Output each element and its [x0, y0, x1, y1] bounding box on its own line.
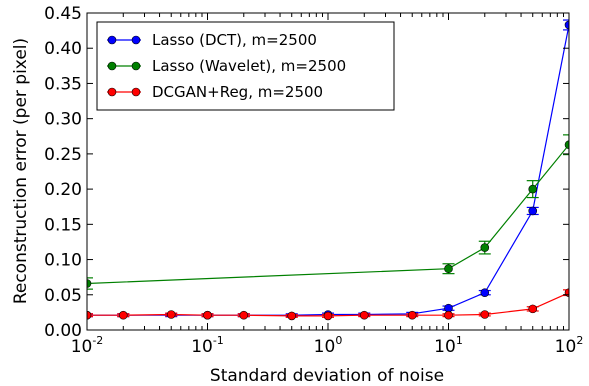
y-tick-label-9: 0.45	[44, 4, 82, 24]
legend-label-1: Lasso (Wavelet), m=2500	[152, 57, 346, 75]
x-tick-label-3: 101	[434, 334, 463, 357]
y-tick-label-7: 0.35	[44, 74, 82, 94]
x-tick-label-0: 10-2	[71, 334, 104, 357]
legend-marker-right-2	[131, 87, 141, 97]
legend-box	[96, 21, 395, 111]
data-point-2-4	[239, 310, 249, 320]
data-point-1-2	[480, 243, 490, 252]
data-point-1-3	[528, 184, 538, 194]
data-point-1-4	[564, 140, 569, 150]
data-point-2-2	[166, 310, 176, 319]
y-axis-label: Reconstruction error (per pixel)	[11, 38, 31, 304]
y-tick-label-1: 0.05	[44, 286, 82, 306]
legend-marker-right-0	[131, 35, 141, 45]
data-point-2-10	[480, 310, 490, 319]
data-point-0-11	[528, 206, 538, 216]
data-point-2-0	[87, 310, 92, 320]
legend-marker-left-0	[107, 35, 117, 45]
y-tick-label-4: 0.20	[44, 180, 82, 200]
x-tick-label-2: 100	[314, 334, 343, 357]
data-point-2-1	[118, 310, 128, 320]
data-point-2-6	[323, 311, 333, 321]
y-tick-label-3: 0.15	[44, 215, 82, 235]
axes-ticks: 0.00 0.05 0.10 0.15 0.20 0.25 0.30 0.35 0.40 0.45…	[44, 4, 583, 357]
legend-marker-left-2	[107, 87, 117, 97]
data-point-2-11	[528, 304, 538, 314]
legend-label-0: Lasso (DCT), m=2500	[152, 31, 317, 49]
data-point-0-12	[564, 20, 569, 30]
data-point-2-3	[203, 310, 212, 320]
plot-area	[86, 12, 570, 331]
x-axis-label: Standard deviation of noise	[210, 366, 444, 386]
legend: Lasso (DCT), m=2500 Lasso (Wavelet), m=25…	[96, 21, 395, 111]
legend-marker-left-1	[107, 61, 117, 71]
y-tick-label-5: 0.25	[44, 145, 82, 165]
y-tick-label-8: 0.40	[44, 39, 82, 59]
data-point-2-7	[359, 310, 369, 320]
data-point-0-10	[480, 288, 490, 297]
series-1	[87, 134, 569, 290]
data-point-2-5	[287, 311, 297, 321]
data-point-1-0	[87, 279, 92, 288]
legend-marker-right-1	[131, 61, 141, 71]
y-tick-label-0: 0.00	[44, 321, 82, 341]
y-tick-label-6: 0.30	[44, 110, 82, 130]
data-point-2-8	[407, 310, 417, 320]
data-point-1-1	[444, 264, 453, 274]
legend-label-2: DCGAN+Reg, m=2500	[152, 83, 323, 101]
x-tick-label-4: 102	[555, 334, 584, 357]
data-point-2-9	[444, 310, 453, 320]
series-2	[87, 288, 569, 321]
series-group	[87, 19, 569, 321]
y-tick-label-2: 0.10	[44, 251, 82, 271]
series-line-1	[87, 144, 569, 285]
x-tick-label-1: 10-1	[191, 334, 224, 357]
